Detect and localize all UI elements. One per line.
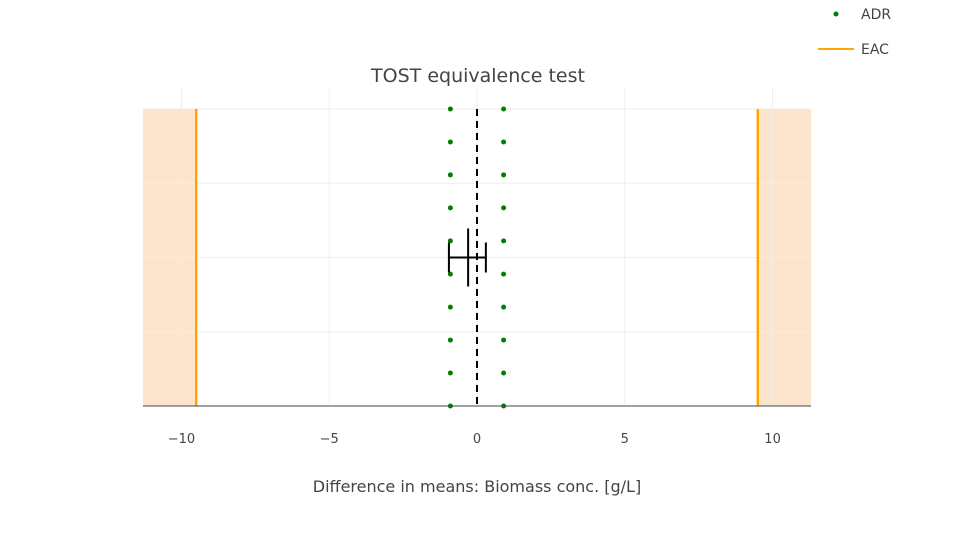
legend-adr-label: ADR [861,7,891,23]
adr-point [447,271,453,277]
adr-point [447,370,453,376]
plot-area [143,87,811,409]
x-tick-label: 5 [621,432,629,447]
eac-lines [194,109,760,406]
adr-point [447,106,453,112]
legend-item-adr[interactable]: ADR [833,7,892,23]
x-tick-label: −5 [320,432,339,447]
confidence-interval-marker [447,228,487,287]
adr-point [501,271,507,277]
legend-item-eac[interactable]: EAC [818,42,889,58]
x-tick-label: 10 [764,432,781,447]
x-tick-label: 0 [473,432,481,447]
adr-point [501,238,507,244]
adr-point [501,205,507,211]
adr-point [501,370,507,376]
adr-point [501,139,507,145]
adr-point [501,172,507,178]
adr-point [447,238,453,244]
adr-point [447,172,453,178]
adr-point [447,304,453,310]
adr-point [447,337,453,343]
adr-point [501,304,507,310]
chart-title: TOST equivalence test [370,65,585,87]
x-tick-label: −10 [168,432,195,447]
x-axis-label: Difference in means: Biomass conc. [g/L] [313,477,641,496]
x-axis-ticks: −10 −5 0 5 10 [168,432,781,447]
legend: ADR EAC [818,7,891,58]
adr-point [447,205,453,211]
adr-point [501,337,507,343]
adr-point [447,139,453,145]
legend-eac-label: EAC [861,42,889,58]
adr-point [501,106,507,112]
legend-adr-marker [833,11,839,17]
adr-points [447,106,507,409]
